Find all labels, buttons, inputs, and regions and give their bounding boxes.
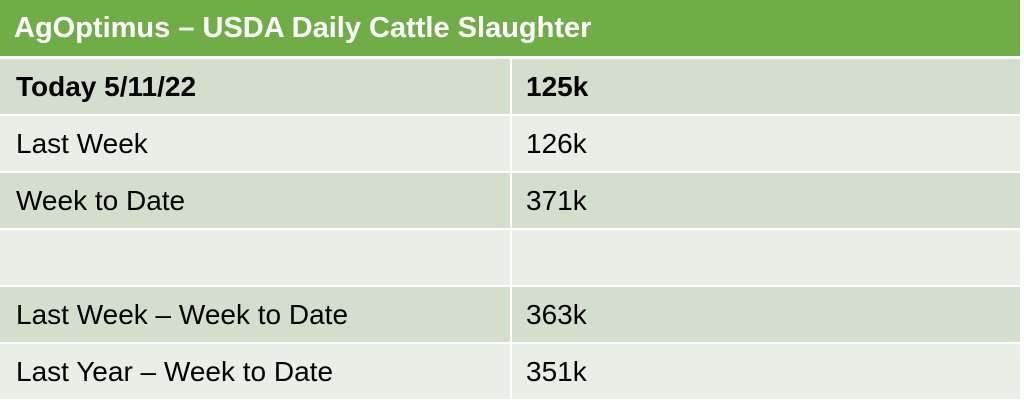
table-row-week-to-date: Week to Date 371k (0, 173, 1020, 230)
row-label: Week to Date (0, 173, 512, 228)
table-row-last-year-wtd: Last Year – Week to Date 351k (0, 344, 1020, 399)
row-value: 125k (526, 70, 589, 102)
table-row-last-week-wtd: Last Week – Week to Date 363k (0, 287, 1020, 344)
row-label: Last Year – Week to Date (0, 344, 512, 399)
table-row-last-week: Last Week 126k (0, 116, 1020, 173)
row-label: Last Week – Week to Date (0, 287, 512, 342)
cattle-slaughter-table: AgOptimus – USDA Daily Cattle Slaughter … (0, 0, 1020, 399)
row-value: 363k (526, 298, 587, 330)
row-value: 351k (526, 355, 587, 387)
row-label: Last Week (0, 116, 512, 171)
row-value: 371k (526, 184, 587, 216)
table-row-empty (0, 230, 1020, 287)
row-value: 126k (526, 127, 587, 159)
row-label: Today 5/11/22 (0, 59, 512, 114)
row-value (512, 230, 1020, 285)
table-row-today: Today 5/11/22 125k (0, 59, 1020, 116)
table-title: AgOptimus – USDA Daily Cattle Slaughter (0, 0, 1020, 59)
row-label (0, 230, 512, 285)
